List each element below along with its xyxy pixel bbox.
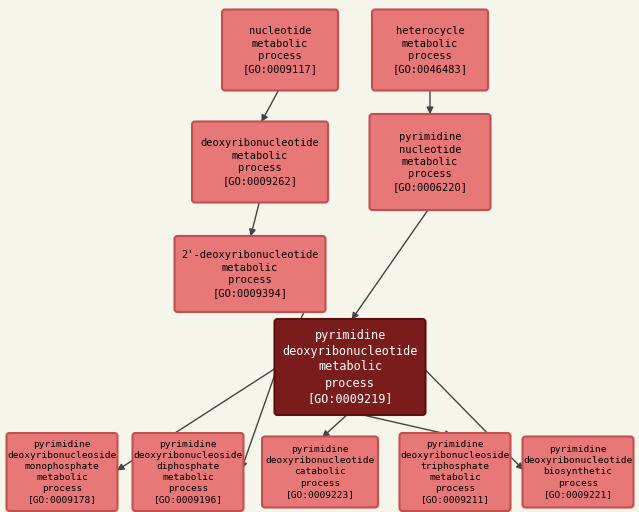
FancyBboxPatch shape bbox=[6, 433, 118, 511]
FancyBboxPatch shape bbox=[523, 437, 633, 507]
Text: heterocycle
metabolic
process
[GO:0046483]: heterocycle metabolic process [GO:004648… bbox=[392, 27, 468, 74]
FancyBboxPatch shape bbox=[399, 433, 511, 511]
FancyBboxPatch shape bbox=[132, 433, 243, 511]
FancyBboxPatch shape bbox=[369, 114, 491, 210]
Text: pyrimidine
nucleotide
metabolic
process
[GO:0006220]: pyrimidine nucleotide metabolic process … bbox=[392, 132, 468, 192]
Text: pyrimidine
deoxyribonucleotide
catabolic
process
[GO:0009223]: pyrimidine deoxyribonucleotide catabolic… bbox=[265, 445, 374, 499]
FancyBboxPatch shape bbox=[262, 437, 378, 507]
FancyBboxPatch shape bbox=[275, 319, 426, 415]
Text: pyrimidine
deoxyribonucleoside
monophosphate
metabolic
process
[GO:0009178]: pyrimidine deoxyribonucleoside monophosp… bbox=[8, 440, 117, 504]
Text: nucleotide
metabolic
process
[GO:0009117]: nucleotide metabolic process [GO:0009117… bbox=[242, 27, 318, 74]
FancyBboxPatch shape bbox=[222, 10, 338, 91]
Text: pyrimidine
deoxyribonucleotide
biosynthetic
process
[GO:0009221]: pyrimidine deoxyribonucleotide biosynthe… bbox=[523, 445, 633, 499]
FancyBboxPatch shape bbox=[372, 10, 488, 91]
FancyBboxPatch shape bbox=[192, 121, 328, 203]
FancyBboxPatch shape bbox=[174, 236, 325, 312]
Text: 2'-deoxyribonucleotide
metabolic
process
[GO:0009394]: 2'-deoxyribonucleotide metabolic process… bbox=[181, 250, 319, 297]
Text: pyrimidine
deoxyribonucleoside
triphosphate
metabolic
process
[GO:0009211]: pyrimidine deoxyribonucleoside triphosph… bbox=[401, 440, 510, 504]
Text: pyrimidine
deoxyribonucleoside
diphosphate
metabolic
process
[GO:0009196]: pyrimidine deoxyribonucleoside diphospha… bbox=[134, 440, 243, 504]
Text: pyrimidine
deoxyribonucleotide
metabolic
process
[GO:0009219]: pyrimidine deoxyribonucleotide metabolic… bbox=[282, 329, 418, 406]
Text: deoxyribonucleotide
metabolic
process
[GO:0009262]: deoxyribonucleotide metabolic process [G… bbox=[201, 138, 320, 186]
